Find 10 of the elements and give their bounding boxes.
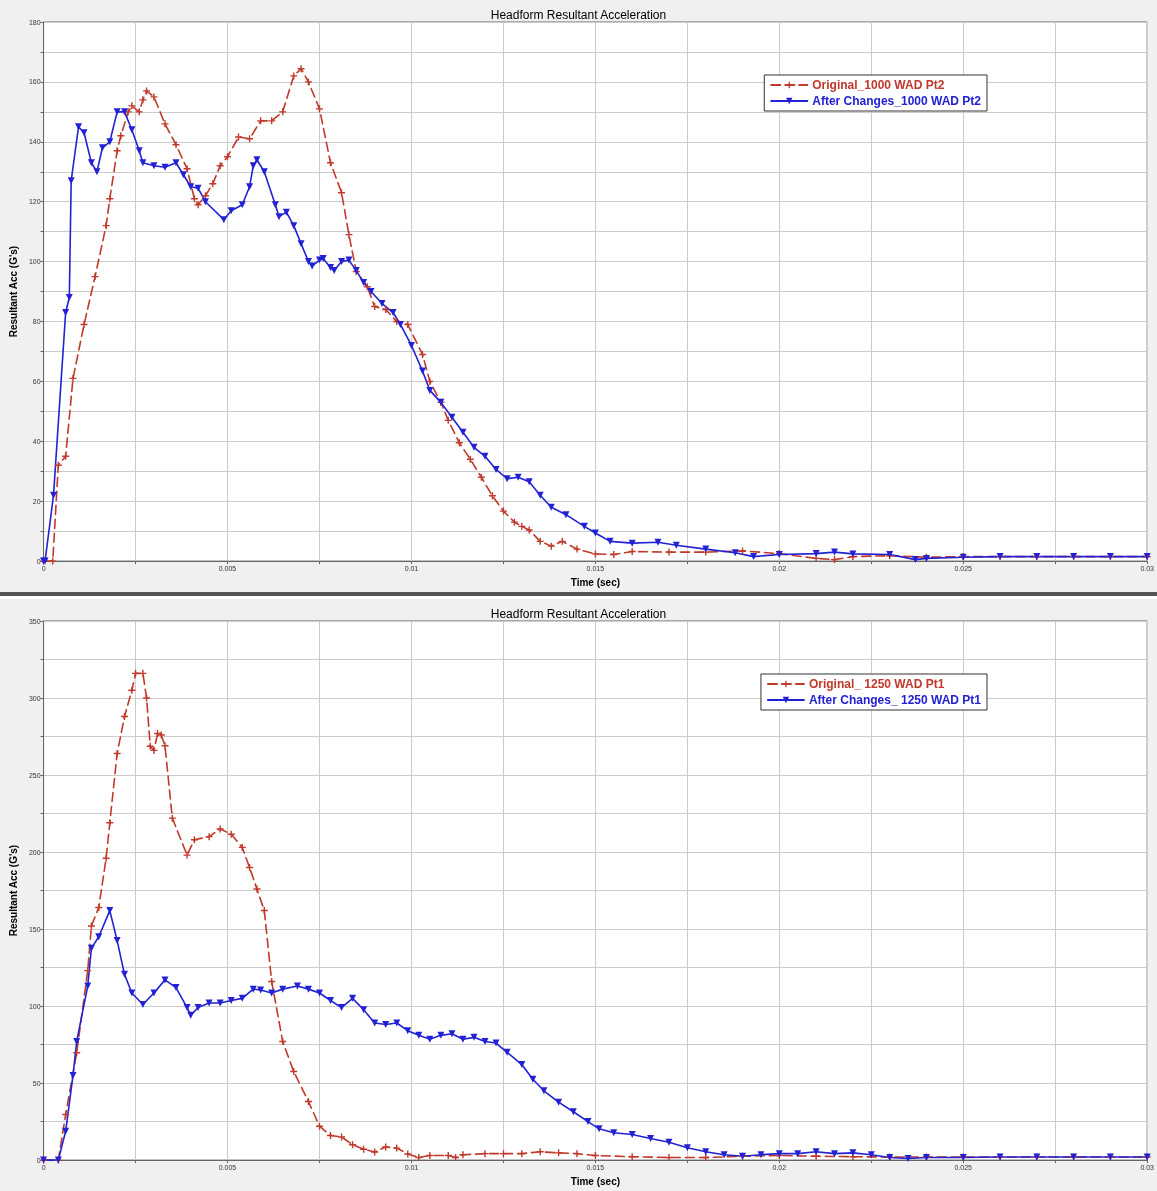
legend-label: After Changes_ 1250 WAD Pt1	[808, 693, 982, 707]
chart-title: Headform Resultant Acceleration	[490, 607, 667, 621]
x-axis-title: Time (sec)	[570, 1175, 621, 1187]
legend-label: Original_1000 WAD Pt2	[812, 78, 945, 92]
x-axis-title: Time (sec)	[570, 576, 621, 588]
legend-label: Original_ 1250 WAD Pt1	[808, 677, 945, 691]
y-axis-title: Resultant Acc (G's)	[7, 245, 19, 338]
legend-label: After Changes_1000 WAD Pt2	[812, 94, 982, 108]
y-axis-title: Resultant Acc (G's)	[7, 844, 19, 937]
chart-title: Headform Resultant Acceleration	[490, 8, 667, 22]
